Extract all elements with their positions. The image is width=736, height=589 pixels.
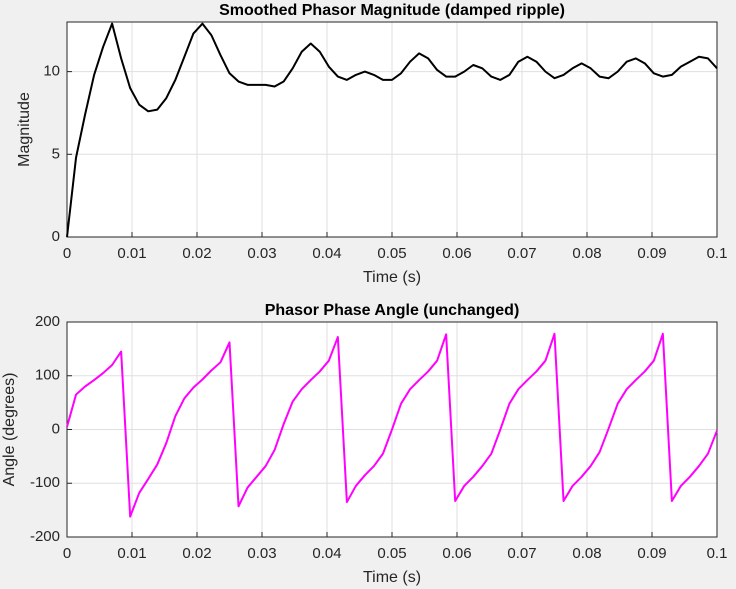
y-axis-label: Magnitude <box>16 92 33 167</box>
y-tick-label: 0 <box>52 228 60 245</box>
axes-box <box>66 321 718 538</box>
x-tick-label: 0.06 <box>442 545 471 562</box>
y-axis-label: Angle (degrees) <box>1 373 18 487</box>
x-tick-label: 0.08 <box>572 545 601 562</box>
y-tick-label: 100 <box>35 367 60 384</box>
y-tick-label: 5 <box>52 145 60 162</box>
y-tick-label: 200 <box>35 313 60 330</box>
x-tick-label: 0.02 <box>182 245 211 262</box>
x-tick-label: 0.1 <box>707 245 728 262</box>
x-tick-label: 0.09 <box>637 245 666 262</box>
chart-title: Phasor Phase Angle (unchanged) <box>265 302 520 319</box>
x-tick-label: 0.03 <box>247 245 276 262</box>
x-tick-label: 0.06 <box>442 245 471 262</box>
x-tick-label: 0.01 <box>117 545 146 562</box>
data-line <box>66 22 718 238</box>
x-tick-label: 0 <box>63 545 71 562</box>
y-tick-label: 0 <box>52 420 60 437</box>
x-tick-label: 0.07 <box>507 245 536 262</box>
x-tick-label: 0.1 <box>707 545 728 562</box>
data-line <box>66 332 718 518</box>
x-tick-label: 0.04 <box>312 545 341 562</box>
x-tick-label: 0.05 <box>377 545 406 562</box>
chart-title: Smoothed Phasor Magnitude (damped ripple… <box>219 2 565 19</box>
x-tick-label: 0.09 <box>637 545 666 562</box>
x-tick-label: 0.08 <box>572 245 601 262</box>
x-tick-label: 0.05 <box>377 245 406 262</box>
x-tick-label: 0.04 <box>312 245 341 262</box>
y-tick-label: 10 <box>43 63 60 80</box>
x-axis-label: Time (s) <box>363 269 421 286</box>
x-tick-label: 0.02 <box>182 545 211 562</box>
x-tick-label: 0.01 <box>117 245 146 262</box>
y-tick-label: -200 <box>30 528 60 545</box>
x-axis-label: Time (s) <box>363 569 421 586</box>
y-tick-label: -100 <box>30 474 60 491</box>
x-tick-label: 0.07 <box>507 545 536 562</box>
x-tick-label: 0.03 <box>247 545 276 562</box>
x-tick-label: 0 <box>63 245 71 262</box>
axes-box <box>66 21 718 238</box>
